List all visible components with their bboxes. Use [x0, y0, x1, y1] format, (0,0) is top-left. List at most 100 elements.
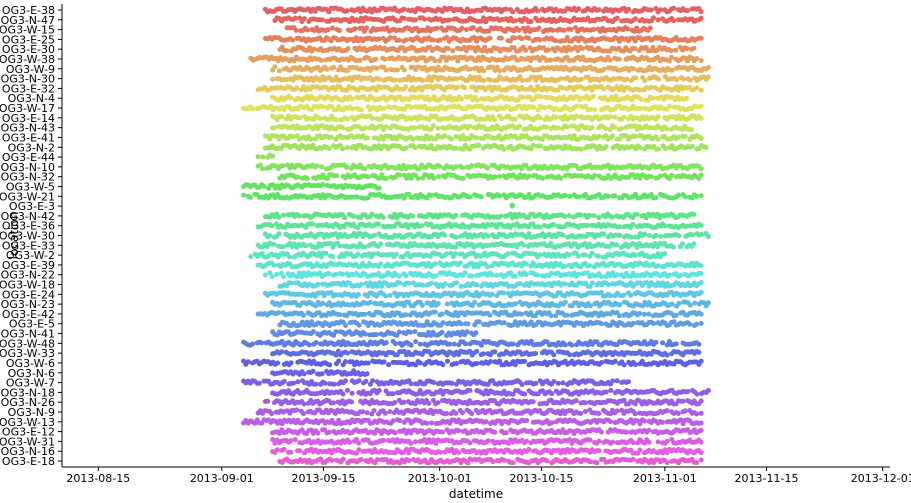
data-point	[684, 46, 690, 52]
data-point	[369, 116, 375, 122]
data-point	[512, 273, 518, 279]
data-point	[340, 146, 346, 152]
y-tick-label: OG3-E-18	[2, 455, 55, 468]
data-point	[519, 78, 525, 83]
data-point	[290, 37, 296, 43]
data-point	[276, 231, 282, 237]
data-point	[476, 142, 482, 148]
data-point	[260, 166, 266, 172]
data-point	[537, 143, 543, 149]
data-point	[523, 272, 529, 278]
y-tick-label: OG3-N-2	[8, 141, 55, 154]
data-point	[642, 231, 648, 237]
y-tick-label: OG3-E-42	[2, 308, 55, 321]
y-tick-label: OG3-W-2	[6, 249, 55, 262]
data-point	[344, 165, 350, 170]
data-point	[520, 94, 526, 100]
x-tick-label: 2013-11-15	[735, 472, 799, 485]
series-OG3-E-36	[255, 221, 704, 231]
data-point	[566, 213, 572, 219]
data-point	[536, 25, 542, 31]
y-tick-label: OG3-W-7	[6, 377, 55, 390]
data-point	[516, 27, 522, 33]
data-point	[453, 54, 458, 60]
y-tick-label: OG3-N-41	[1, 328, 55, 341]
data-point	[241, 192, 247, 198]
data-point	[598, 274, 604, 280]
data-point	[612, 193, 618, 199]
data-point	[442, 232, 448, 238]
data-point	[419, 223, 425, 229]
data-point	[698, 223, 704, 228]
data-point	[492, 117, 498, 123]
data-point	[568, 27, 574, 32]
data-point	[376, 36, 382, 42]
data-point	[621, 114, 627, 120]
data-point	[671, 5, 677, 11]
y-tick-label: OG3-N-42	[1, 210, 55, 223]
data-point	[305, 27, 311, 33]
y-axis-ticks: OG3-E-38OG3-N-47OG3-W-15OG3-E-25OG3-E-30…	[0, 4, 62, 468]
data-point	[669, 54, 675, 60]
data-point	[376, 185, 382, 191]
data-point	[469, 273, 475, 279]
data-point	[260, 154, 266, 160]
data-point	[705, 234, 711, 239]
data-point	[247, 194, 253, 200]
data-point	[344, 87, 350, 93]
data-point	[469, 163, 475, 169]
data-point	[457, 260, 463, 266]
data-point	[481, 15, 486, 21]
y-tick-label: OG3-W-9	[6, 63, 55, 76]
series-OG3-N-42	[262, 211, 697, 221]
data-point	[592, 172, 598, 178]
data-point	[596, 133, 602, 139]
data-point	[357, 57, 363, 63]
data-point	[650, 44, 656, 50]
data-point	[703, 144, 709, 150]
data-point	[526, 35, 532, 41]
data-point	[481, 68, 487, 74]
data-point	[608, 114, 613, 120]
series-OG3-W-2	[248, 250, 668, 260]
y-tick-label: OG3-N-32	[1, 171, 55, 184]
data-point	[281, 212, 286, 218]
y-tick-label: OG3-E-12	[2, 426, 55, 439]
y-tick-label: OG3-N-18	[1, 386, 55, 399]
data-point	[653, 195, 659, 201]
data-point	[320, 182, 326, 187]
data-point	[324, 66, 330, 72]
data-point	[272, 64, 278, 70]
data-point	[624, 76, 630, 82]
data-point	[380, 214, 386, 220]
data-point	[680, 241, 685, 247]
data-point	[562, 213, 568, 219]
data-point	[415, 176, 421, 181]
data-point	[403, 273, 409, 279]
data-point	[607, 57, 613, 63]
data-point	[664, 126, 670, 132]
data-point	[574, 103, 580, 109]
data-point	[642, 78, 648, 83]
data-point	[512, 116, 518, 122]
data-point	[528, 136, 534, 142]
y-tick-label: OG3-E-41	[2, 131, 55, 144]
data-point	[601, 66, 607, 72]
data-point	[481, 78, 487, 83]
data-point	[458, 283, 464, 289]
y-tick-label: OG3-N-4	[8, 92, 55, 105]
data-point	[523, 261, 529, 267]
x-tick-label: 2013-09-01	[190, 472, 254, 485]
y-tick-label: OG3-N-16	[1, 445, 55, 458]
data-point	[374, 65, 380, 71]
data-point	[433, 68, 439, 74]
data-point	[698, 136, 704, 141]
data-point	[460, 165, 466, 171]
data-point	[437, 163, 443, 169]
data-point	[337, 243, 343, 249]
data-point	[626, 6, 631, 12]
data-point	[320, 104, 326, 110]
data-point	[650, 95, 655, 101]
data-point	[537, 224, 543, 230]
data-point	[503, 6, 509, 12]
